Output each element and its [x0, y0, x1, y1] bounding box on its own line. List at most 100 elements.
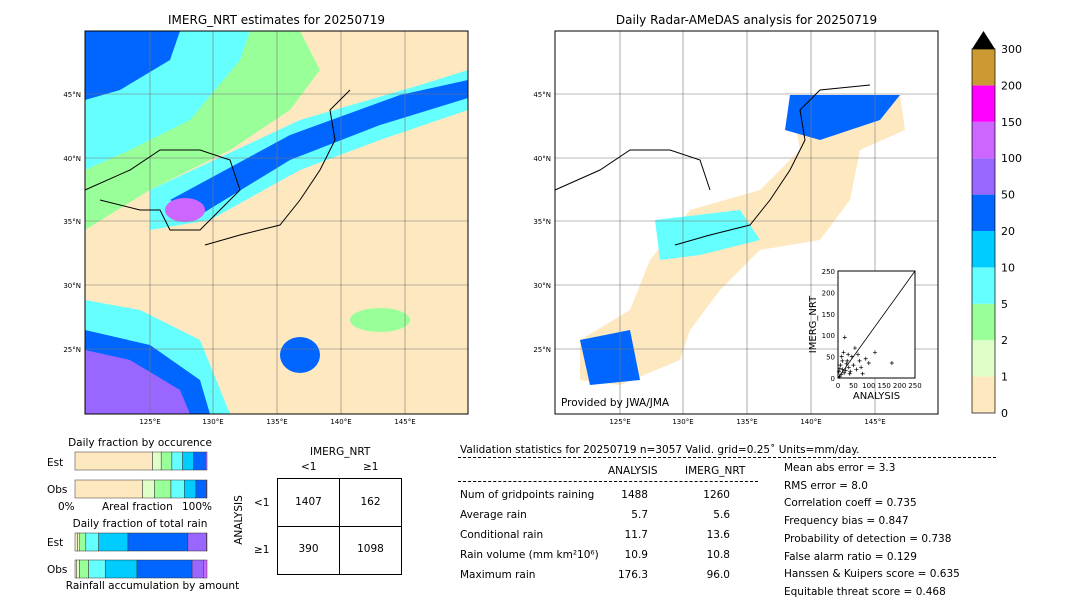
scatter-point	[860, 371, 865, 376]
fraction-segment	[154, 479, 172, 499]
scatter-ytick: 200	[822, 289, 835, 297]
lon-tick-label: 145°E	[394, 418, 415, 426]
fraction-segment	[203, 559, 208, 579]
colorbar-tick-label: 10	[1001, 261, 1015, 274]
colorbar-tick-label: 50	[1001, 189, 1015, 202]
scatter-xtick: 0	[836, 382, 840, 390]
scatter-point	[841, 350, 846, 355]
lon-tick-label: 130°E	[672, 418, 693, 426]
lat-tick-label: 45°N	[533, 91, 551, 99]
contingency-table: 1407 162 390 1098	[277, 478, 402, 575]
scatter-point	[840, 367, 845, 372]
scatter-point	[838, 363, 843, 368]
occurrence-title: Daily fraction by occurence	[68, 437, 212, 449]
fraction-segment	[74, 532, 78, 552]
fraction-segment	[85, 532, 99, 552]
lon-tick-label: 145°E	[864, 418, 885, 426]
fraction-segment	[182, 451, 194, 471]
colorbar-segment	[972, 267, 995, 304]
colorbar-tick-label: 0	[1001, 407, 1008, 420]
lon-tick-label: 125°E	[139, 418, 160, 426]
colorbar-segment	[972, 340, 995, 377]
colorbar: 0 1 2 5 10 20 50 100 150 200 300	[971, 31, 1022, 420]
lon-tick-label: 130°E	[202, 418, 223, 426]
contingency-row-1: ≥1	[254, 544, 270, 556]
score-line: Equitable threat score = 0.468	[784, 585, 946, 598]
stats-col-imerg: IMERG_NRT	[685, 465, 746, 477]
right-map-title: Daily Radar-AMeDAS analysis for 20250719	[615, 13, 878, 27]
scatter-point	[866, 361, 871, 366]
stats-a: 5.7	[631, 509, 648, 521]
fraction-segment	[79, 532, 87, 552]
stats-a: 10.9	[624, 549, 648, 561]
fraction-segment	[193, 451, 206, 471]
colorbar-segment	[972, 121, 995, 159]
colorbar-frame	[971, 48, 996, 414]
fraction-segment	[142, 479, 155, 499]
lat-tick-label: 25°N	[533, 346, 551, 354]
lat-tick-label: 35°N	[63, 218, 81, 226]
scatter-xtick: 200	[893, 382, 906, 390]
left-map-title: IMERG_NRT estimates for 20250719	[168, 13, 385, 27]
scatter-ytick: 250	[822, 268, 835, 276]
stats-b: 10.8	[706, 549, 730, 561]
lat-tick-label: 45°N	[63, 91, 81, 99]
stats-b: 13.6	[706, 529, 730, 541]
lat-tick-label: 40°N	[63, 155, 81, 163]
scatter-ytick: 0	[831, 375, 835, 383]
score-line: Correlation coeff = 0.735	[784, 497, 917, 510]
lon-tick-label: 125°E	[609, 418, 630, 426]
cell-11: 1098	[357, 543, 384, 555]
scatter-point	[859, 365, 864, 370]
cell-00: 1407	[295, 496, 322, 508]
stats-label: Rain volume (mm km²10⁶)	[460, 549, 599, 561]
stats-a: 1488	[621, 489, 648, 501]
scatter-point	[852, 346, 857, 351]
scatter-point	[842, 335, 847, 340]
credit-label: Provided by JWA/JMA	[561, 397, 670, 409]
score-line: False alarm ratio = 0.129	[784, 550, 917, 563]
fraction-segment	[195, 479, 207, 499]
scatter-point	[889, 361, 894, 366]
colorbar-segment	[972, 231, 995, 268]
coastlines	[84, 84, 871, 246]
scatter-ytick: 50	[826, 354, 835, 362]
contingency-col-header: IMERG_NRT	[310, 446, 371, 458]
contingency-col-0: <1	[301, 461, 317, 473]
stats-col-analysis: ANALYSIS	[608, 465, 658, 477]
fraction-segment	[104, 559, 138, 579]
lon-tick-label: 140°E	[330, 418, 351, 426]
occ-obs-label: Obs	[47, 484, 68, 496]
scatter-point	[848, 369, 853, 374]
rain-obs-label: Obs	[47, 564, 68, 576]
stats-label: Maximum rain	[460, 569, 536, 581]
scatter-ylabel: IMERG_NRT	[808, 295, 819, 353]
scatter-xlabel: ANALYSIS	[853, 391, 900, 402]
colorbar-tick-label: 300	[1001, 43, 1022, 56]
scatter-point	[847, 371, 852, 376]
scatter-point	[837, 366, 842, 371]
scatter-inset: 005050100100150150200200250250ANALYSISIM…	[808, 268, 922, 402]
scatter-xtick: 100	[862, 382, 875, 390]
fraction-segment	[160, 451, 173, 471]
scatter-point	[836, 369, 841, 374]
fraction-segment	[205, 451, 208, 471]
map-tick-labels: 125°E 130°E 135°E 140°E 145°E 45°N 40°N 35°N 30°…	[63, 91, 885, 426]
scatter-xtick: 50	[849, 382, 858, 390]
score-line: Probability of detection = 0.738	[784, 532, 952, 545]
diagonal-line	[837, 270, 916, 379]
fraction-segment	[170, 479, 185, 499]
fraction-segment	[184, 479, 197, 499]
fraction-segment	[74, 451, 153, 471]
stats-b: 96.0	[706, 569, 730, 581]
colorbar-extend-triangle	[972, 31, 995, 49]
imerg-map	[85, 31, 468, 414]
colorbar-segment	[972, 158, 995, 195]
scatter-point	[856, 352, 861, 357]
scatter-point	[854, 367, 859, 372]
stats-a: 176.3	[617, 569, 648, 581]
colorbar-tick-label: 200	[1001, 79, 1022, 92]
colorbar-tick-label: 150	[1001, 116, 1022, 129]
lat-tick-label: 30°N	[63, 282, 81, 290]
